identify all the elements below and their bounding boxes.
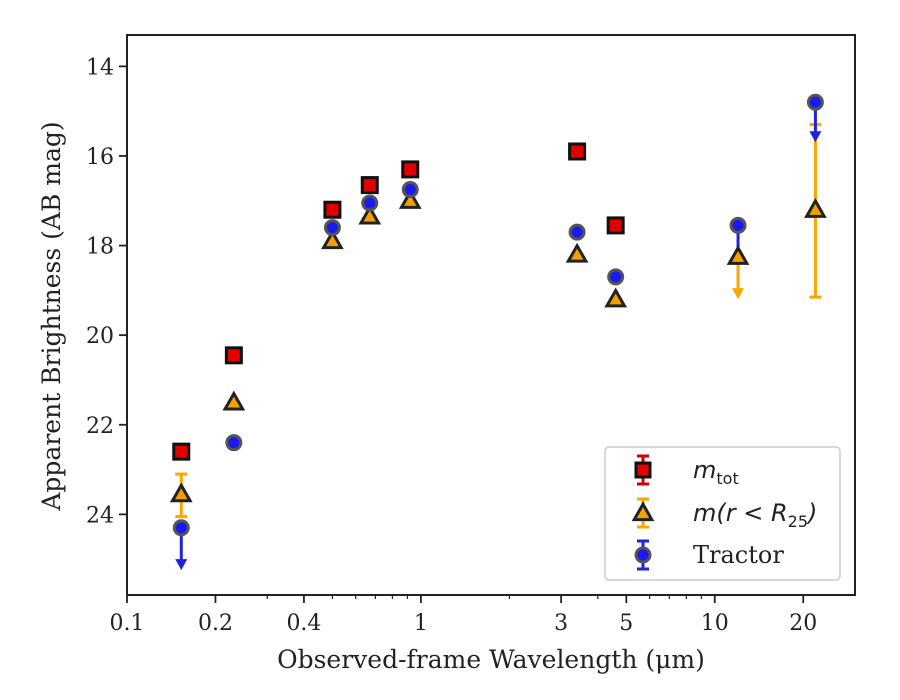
tractor-point [401, 181, 419, 199]
x-tick-label: 20 [789, 611, 817, 636]
x-tick-label: 1 [414, 611, 428, 636]
tractor-point [172, 519, 190, 537]
legend-label-mr25: m(r < R25) [693, 499, 817, 531]
legend-marker-tractor [634, 546, 652, 564]
x-axis-title: Observed-frame Wavelength (μm) [277, 645, 705, 674]
legend-box [604, 446, 841, 581]
mr25-point [398, 188, 422, 209]
mr25-point [358, 204, 382, 225]
mtot-point [360, 176, 379, 195]
mr25-point [321, 229, 344, 250]
mr25-point [726, 244, 750, 265]
upper-limit-arrow [175, 559, 188, 571]
x-tick-label: 3 [554, 611, 568, 636]
tractor-point [361, 194, 379, 212]
upper-limit-arrow [809, 131, 822, 143]
mr25-point [804, 197, 827, 218]
mtot-point [401, 160, 420, 179]
y-tick-label: 18 [86, 235, 114, 260]
axes: 0.1 0.2 0.4 1 3 5 10 20 14 16 18 20 22 24 [86, 34, 856, 636]
mtot-point [172, 442, 191, 461]
tractor-point [568, 223, 586, 241]
plot-area [169, 93, 827, 571]
legend-marker-mtot [634, 461, 652, 479]
mtot-point [224, 346, 243, 365]
mr25-point [604, 287, 628, 308]
mr25-point [565, 242, 589, 263]
x-tick-label: 0.4 [286, 611, 321, 636]
tractor-point [607, 268, 625, 286]
tractor-point [806, 93, 824, 111]
y-axis-title: Apparent Brightness (AB mag) [37, 121, 66, 511]
tractor-point [323, 219, 341, 237]
mr25-point [169, 482, 193, 503]
x-tick-label: 10 [701, 611, 729, 636]
legend-label-mtot: mtot [693, 456, 739, 488]
mtot-point [606, 216, 625, 235]
tractor-point [225, 434, 243, 452]
legend-label-tractor: Tractor [693, 541, 784, 569]
x-tick-label: 5 [619, 611, 633, 636]
y-tick-label: 22 [86, 414, 114, 439]
y-tick-label: 20 [86, 324, 114, 349]
y-tick-label: 16 [86, 145, 114, 170]
tractor-point [729, 216, 747, 234]
legend-marker-mr25 [631, 501, 655, 522]
mr25-point [222, 390, 246, 411]
mtot-point [568, 142, 587, 161]
upper-limit-arrow [732, 288, 745, 300]
x-tick-label: 0.1 [110, 611, 145, 636]
mtot-point [323, 200, 342, 219]
plot-frame [126, 34, 856, 596]
legend: mtot m(r < R25) Tractor [604, 446, 841, 581]
y-tick-label: 24 [86, 503, 114, 528]
y-tick-label: 14 [86, 55, 114, 80]
x-tick-label: 0.2 [198, 611, 233, 636]
